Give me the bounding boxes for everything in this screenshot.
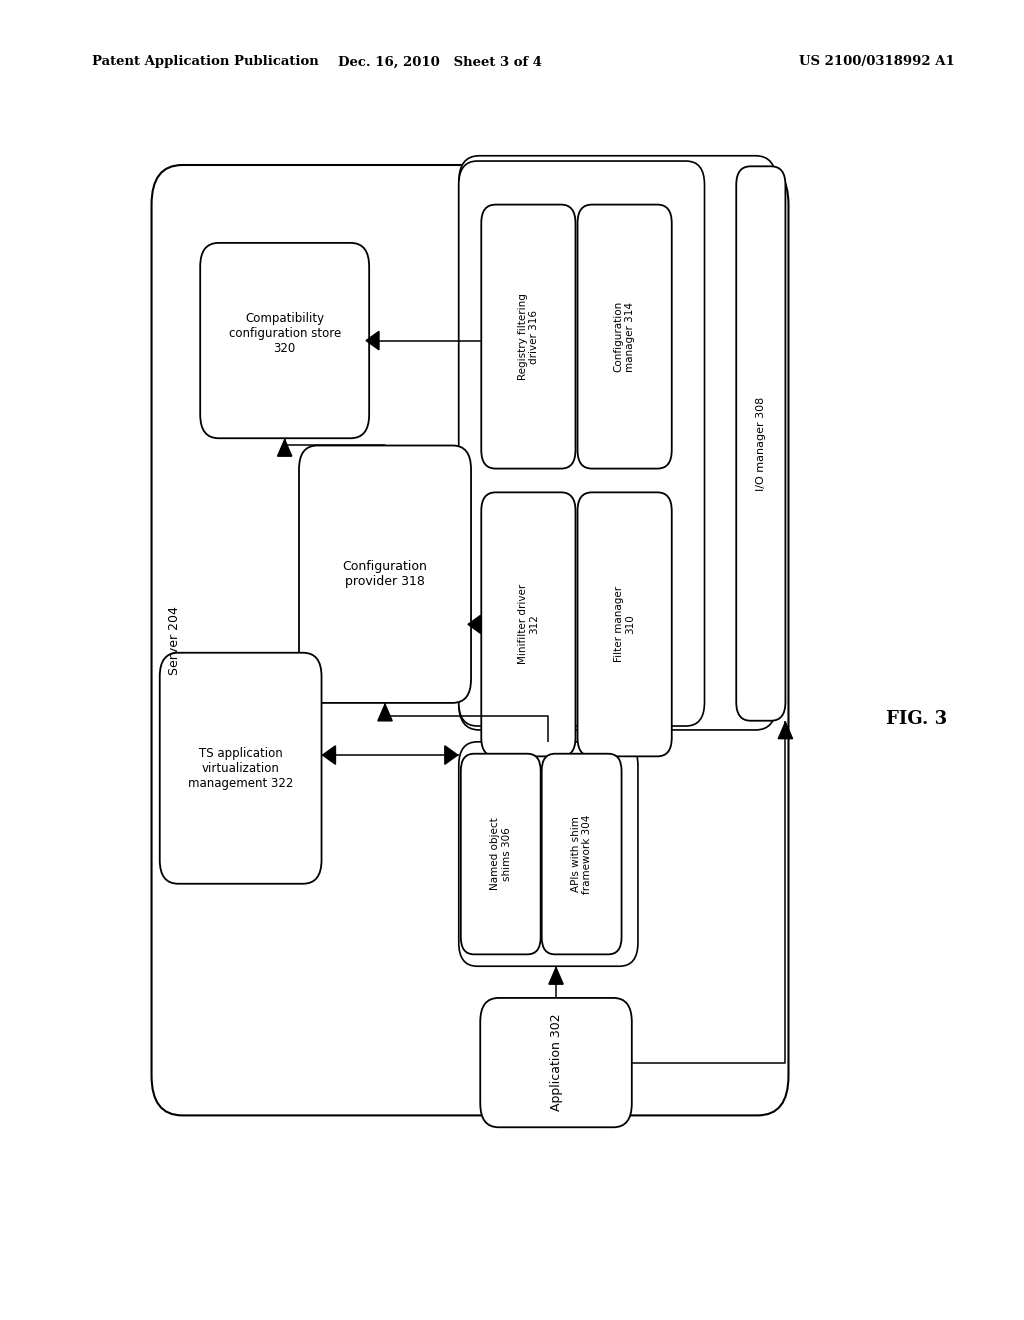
Polygon shape [367,331,379,350]
Text: Application 302: Application 302 [550,1014,562,1111]
FancyBboxPatch shape [459,161,705,726]
FancyBboxPatch shape [461,754,541,954]
FancyBboxPatch shape [542,754,622,954]
Text: TS application
virtualization
management 322: TS application virtualization management… [188,747,293,789]
Polygon shape [323,746,336,764]
Text: Dec. 16, 2010   Sheet 3 of 4: Dec. 16, 2010 Sheet 3 of 4 [338,55,543,69]
FancyBboxPatch shape [459,742,638,966]
FancyBboxPatch shape [152,165,788,1115]
FancyBboxPatch shape [480,998,632,1127]
Text: Configuration
provider 318: Configuration provider 318 [343,560,427,589]
Text: APIs with shim
framework 304: APIs with shim framework 304 [570,814,593,894]
Polygon shape [549,968,563,985]
Text: Server 204: Server 204 [168,606,180,675]
FancyBboxPatch shape [481,205,575,469]
Polygon shape [444,746,458,764]
FancyBboxPatch shape [481,492,575,756]
FancyBboxPatch shape [459,156,776,730]
Text: Configuration
manager 314: Configuration manager 314 [613,301,636,372]
Text: Filter manager
310: Filter manager 310 [613,586,636,663]
Polygon shape [778,722,793,739]
FancyBboxPatch shape [736,166,785,721]
FancyBboxPatch shape [160,652,322,884]
Text: I/O manager 308: I/O manager 308 [756,396,766,491]
FancyBboxPatch shape [578,205,672,469]
Polygon shape [468,615,481,634]
Polygon shape [378,705,392,721]
Text: Registry filtering
driver 316: Registry filtering driver 316 [517,293,540,380]
Text: FIG. 3: FIG. 3 [886,710,947,729]
Text: Minifilter driver
312: Minifilter driver 312 [517,585,540,664]
FancyBboxPatch shape [201,243,370,438]
FancyBboxPatch shape [299,446,471,704]
Text: Compatibility
configuration store
320: Compatibility configuration store 320 [228,313,341,355]
Text: US 2100/0318992 A1: US 2100/0318992 A1 [799,55,954,69]
Polygon shape [278,440,292,457]
FancyBboxPatch shape [578,492,672,756]
Text: Patent Application Publication: Patent Application Publication [92,55,318,69]
Text: Named object
shims 306: Named object shims 306 [489,817,512,891]
